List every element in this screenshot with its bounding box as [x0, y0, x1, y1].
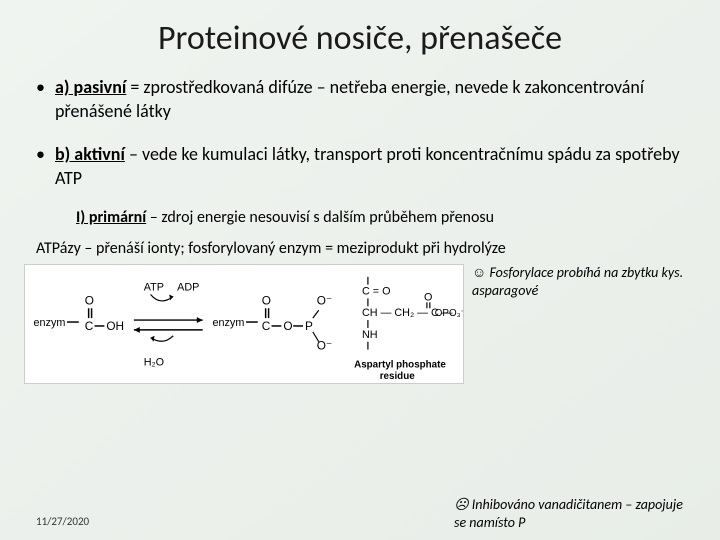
bullet-mark: • [36, 142, 45, 191]
h2o-label: H₂O [144, 356, 164, 368]
enzym-label-left: enzym [34, 317, 66, 329]
atpazy-line: ATPázy – přenáší ionty; fosforylovaný en… [36, 239, 684, 258]
slide-title: Proteinové nosiče, přenašeče [0, 0, 720, 67]
side-notes: ☺ Fosforylace probíhá na zbytku kys. asp… [472, 264, 684, 316]
sub-i-label: I) primární [76, 208, 146, 227]
chemistry-diagram: enzym O C OH ATP ADP H₂O enzym [24, 264, 464, 384]
svg-text:NH: NH [362, 329, 378, 341]
opo3-label: OPO₃⁻ [435, 308, 464, 319]
diagram-section: enzym O C OH ATP ADP H₂O enzym [36, 264, 684, 384]
bullet-b-text: – vede ke kumulaci látky, transport prot… [55, 143, 680, 189]
svg-text:O: O [424, 292, 432, 304]
sub-i: I) primární – zdroj energie nesouvisí s … [76, 208, 684, 227]
svg-text:O: O [283, 319, 292, 333]
bullet-mark: • [36, 75, 45, 124]
svg-text:C: C [85, 319, 94, 333]
svg-text:O⁻: O⁻ [317, 339, 332, 353]
svg-text:O: O [85, 294, 94, 308]
slide-date: 11/27/2020 [36, 515, 89, 528]
note-fosforylace: ☺ Fosforylace probíhá na zbytku kys. asp… [472, 264, 684, 300]
svg-text:residue: residue [380, 371, 415, 382]
svg-text:P: P [305, 319, 313, 333]
slide-content: • a) pasivní = zprostředkovaná difúze – … [0, 67, 720, 384]
svg-text:O: O [262, 294, 271, 308]
bullet-b-label: b) aktivní [55, 143, 125, 165]
sub-i-text: – zdroj energie nesouvisí s dalším průbě… [146, 208, 494, 227]
svg-text:C: C [262, 319, 271, 333]
bullet-a-text: = zprostředkovaná difúze – netřeba energ… [55, 76, 644, 122]
svg-text:O⁻: O⁻ [317, 294, 332, 308]
bullet-b: • b) aktivní – vede ke kumulaci látky, t… [36, 142, 684, 191]
bullet-a-label: a) pasivní [55, 76, 126, 98]
svg-text:C = O: C = O [362, 286, 391, 298]
note-inhibovano: ☹ Inhibováno vanadičitanem – zapojuje se… [454, 496, 684, 532]
bullet-a: • a) pasivní = zprostředkovaná difúze – … [36, 75, 684, 124]
adp-label: ADP [177, 282, 199, 294]
enzym-label-right: enzym [213, 317, 245, 329]
svg-text:OH: OH [106, 319, 124, 333]
atp-label: ATP [144, 282, 164, 294]
residue-label: Aspartyl phosphate [354, 359, 446, 370]
